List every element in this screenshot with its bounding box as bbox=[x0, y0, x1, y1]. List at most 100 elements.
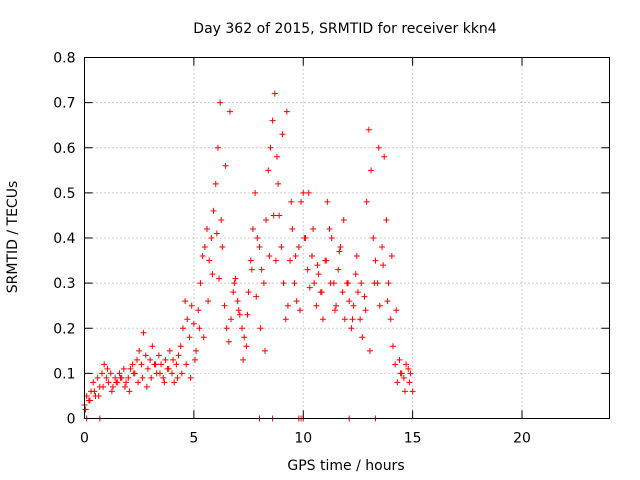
data-point bbox=[379, 244, 385, 251]
data-point bbox=[253, 293, 260, 300]
data-point bbox=[363, 198, 370, 205]
data-point bbox=[199, 253, 206, 260]
data-point bbox=[161, 379, 168, 386]
data-point bbox=[296, 307, 303, 314]
y-tick-label: 0.2 bbox=[53, 321, 75, 337]
data-point bbox=[86, 397, 93, 404]
data-point bbox=[339, 289, 346, 296]
data-point bbox=[139, 374, 146, 381]
data-point bbox=[191, 356, 198, 363]
data-point bbox=[371, 280, 378, 287]
data-point bbox=[314, 262, 321, 269]
data-point bbox=[289, 225, 296, 232]
data-point bbox=[407, 370, 414, 377]
data-point bbox=[370, 235, 377, 241]
data-point bbox=[156, 370, 163, 377]
data-point bbox=[375, 144, 382, 151]
data-point bbox=[335, 266, 342, 273]
data-point bbox=[247, 257, 254, 264]
data-point bbox=[310, 225, 317, 232]
data-point bbox=[183, 361, 190, 368]
data-point bbox=[252, 189, 259, 196]
data-point bbox=[95, 392, 102, 399]
data-point bbox=[209, 271, 216, 278]
data-point bbox=[388, 253, 395, 260]
data-point bbox=[291, 280, 298, 287]
data-point bbox=[319, 316, 326, 323]
data-point bbox=[90, 379, 97, 386]
data-point bbox=[134, 356, 140, 363]
data-point bbox=[148, 374, 155, 381]
data-point bbox=[190, 320, 197, 327]
y-axis-label: SRMTID / TECUs bbox=[5, 181, 21, 294]
y-tick-label: 0.7 bbox=[53, 96, 75, 112]
data-point bbox=[274, 153, 280, 160]
data-point bbox=[269, 117, 276, 124]
data-point bbox=[287, 257, 294, 264]
data-point bbox=[200, 334, 207, 341]
data-point bbox=[393, 307, 400, 314]
data-point bbox=[301, 235, 308, 241]
data-point bbox=[226, 108, 233, 115]
data-point bbox=[283, 108, 290, 115]
data-point bbox=[182, 298, 189, 305]
data-point bbox=[323, 257, 330, 264]
x-tick-labels: 0 5 10 15 20 bbox=[80, 431, 531, 447]
data-point bbox=[101, 361, 108, 368]
data-point bbox=[169, 370, 175, 377]
data-point bbox=[130, 370, 137, 377]
data-point bbox=[340, 216, 347, 223]
data-point bbox=[240, 356, 247, 363]
data-point bbox=[184, 316, 191, 323]
data-point bbox=[116, 370, 123, 377]
data-point bbox=[244, 311, 251, 318]
data-point bbox=[82, 406, 89, 413]
data-point bbox=[223, 325, 230, 332]
data-point bbox=[315, 271, 322, 278]
data-point bbox=[306, 284, 313, 291]
data-point bbox=[362, 307, 369, 314]
data-point bbox=[271, 90, 278, 97]
data-point bbox=[175, 352, 182, 359]
data-point bbox=[276, 212, 283, 219]
data-point bbox=[397, 370, 404, 377]
grid bbox=[84, 57, 610, 419]
data-point bbox=[165, 365, 172, 372]
data-point bbox=[231, 280, 238, 287]
data-point bbox=[99, 370, 105, 377]
data-point bbox=[328, 235, 335, 241]
data-point bbox=[230, 289, 237, 296]
data-point bbox=[103, 374, 110, 381]
data-point bbox=[162, 356, 169, 363]
data-point bbox=[142, 352, 149, 359]
data-point bbox=[218, 216, 225, 223]
y-tick-label: 0.1 bbox=[53, 366, 75, 382]
data-point bbox=[401, 388, 408, 395]
data-point bbox=[304, 266, 311, 273]
data-point bbox=[127, 365, 134, 372]
y-tick-label: 0.5 bbox=[53, 186, 75, 202]
data-point bbox=[107, 370, 114, 377]
data-point bbox=[383, 216, 390, 223]
data-point bbox=[394, 379, 401, 386]
data-point bbox=[170, 356, 177, 363]
y-tick-label: 0.8 bbox=[53, 51, 75, 67]
data-point bbox=[136, 347, 143, 354]
data-point bbox=[212, 180, 219, 187]
data-point bbox=[366, 347, 373, 354]
data-point bbox=[120, 365, 127, 372]
chart-title: Day 362 of 2015, SRMTID for receiver kkn… bbox=[193, 21, 496, 37]
data-point bbox=[372, 257, 379, 264]
data-point bbox=[349, 316, 356, 323]
data-point bbox=[173, 361, 180, 368]
data-point bbox=[350, 302, 357, 309]
data-point bbox=[219, 244, 226, 251]
data-point bbox=[258, 266, 265, 273]
data-point bbox=[158, 361, 165, 368]
data-point bbox=[266, 253, 273, 260]
data-point bbox=[282, 316, 289, 323]
data-point bbox=[327, 280, 334, 287]
x-tick-label: 15 bbox=[404, 431, 422, 447]
data-point bbox=[104, 365, 111, 372]
